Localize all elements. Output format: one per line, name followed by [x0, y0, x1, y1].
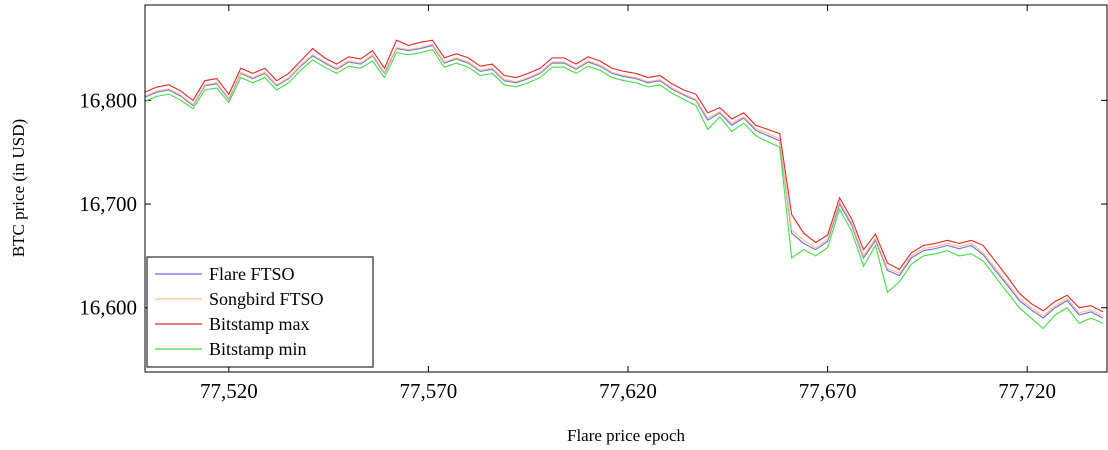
legend-label: Bitstamp max: [209, 314, 310, 334]
legend-box: [146, 256, 374, 368]
series-line: [145, 43, 1104, 317]
x-tick-label: 77,570: [400, 379, 458, 403]
legend-label: Bitstamp min: [209, 339, 307, 359]
x-axis-label: Flare price epoch: [567, 426, 685, 445]
y-tick-label: 16,700: [79, 192, 137, 216]
x-tick-label: 77,620: [599, 379, 657, 403]
x-tick-label: 77,670: [799, 379, 857, 403]
x-tick-label: 77,520: [200, 379, 258, 403]
plot-frame: [144, 4, 1108, 373]
y-axis-label: BTC price (in USD): [9, 119, 28, 257]
series-line: [145, 48, 1104, 330]
x-tick-label: 77,720: [998, 379, 1056, 403]
y-tick-label: 16,600: [79, 296, 137, 320]
legend: Flare FTSO Songbird FTSO Bitstamp max Bitst…: [146, 256, 374, 368]
y-tick-label: 16,800: [79, 88, 137, 112]
legend-label: Songbird FTSO: [209, 289, 324, 309]
series-line: [145, 39, 1104, 313]
series-line: [145, 44, 1104, 319]
legend-label: Flare FTSO: [209, 264, 295, 284]
